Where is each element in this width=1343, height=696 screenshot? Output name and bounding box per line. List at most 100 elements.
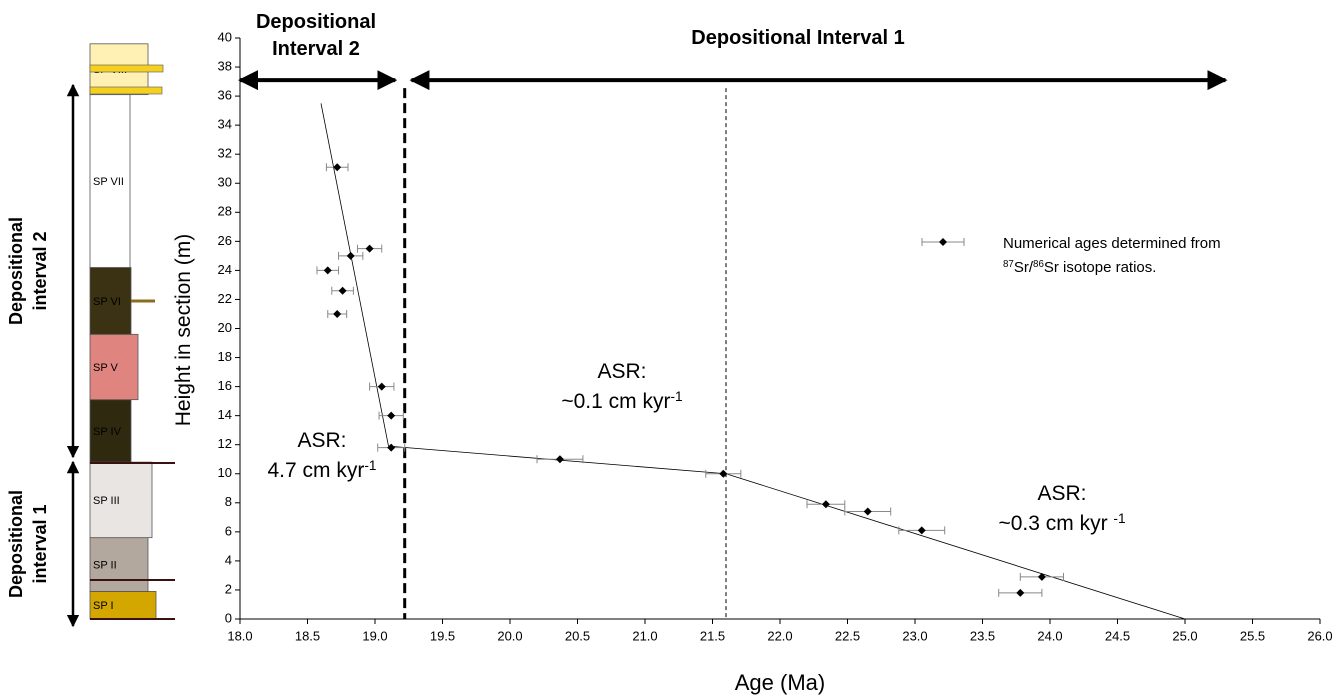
data-point (821, 500, 830, 509)
annotation: ASR: (297, 429, 346, 452)
column-interval-label: Depositional interval 2 (6, 217, 50, 325)
annotation-part: -1 (670, 389, 682, 404)
column-interval-line: Depositional (6, 490, 26, 598)
annotation-part: ASR: (1037, 482, 1086, 505)
y-tick-label: 30 (218, 175, 232, 190)
x-tick-label: 23.0 (902, 628, 927, 643)
column-label: SP I (93, 600, 114, 612)
x-tick-label: 21.5 (700, 628, 725, 643)
annotation: ASR: (597, 360, 646, 383)
column-label: SP VI (93, 296, 121, 308)
y-tick-label: 22 (218, 291, 232, 306)
y-tick-label: 20 (218, 320, 232, 335)
data-point (863, 507, 872, 516)
x-tick-label: 25.5 (1240, 628, 1265, 643)
y-tick-label: 38 (218, 58, 232, 73)
y-tick-label: 12 (218, 436, 232, 451)
interval-title: Depositional (256, 11, 376, 33)
data-point (387, 411, 396, 420)
column-label: SP II (93, 560, 117, 572)
data-point (1037, 572, 1046, 581)
y-tick-label: 6 (225, 523, 232, 538)
y-tick-label: 10 (218, 465, 232, 480)
column-band (89, 64, 164, 73)
legend-text: Numerical ages determined from (1003, 235, 1221, 252)
column-unit (89, 461, 153, 539)
x-tick-label: 19.5 (430, 628, 455, 643)
data-point (1016, 588, 1025, 597)
legend-text-part: 86 (1033, 259, 1044, 270)
x-tick-label: 24.5 (1105, 628, 1130, 643)
trend-line (320, 103, 1186, 620)
x-axis-label: Age (Ma) (735, 670, 825, 695)
y-tick-label: 16 (218, 378, 232, 393)
y-tick-label: 26 (218, 233, 232, 248)
y-tick-label: 28 (218, 204, 232, 219)
column-interval-line: interval 1 (30, 504, 50, 583)
column-band (89, 86, 163, 95)
data-point (387, 443, 396, 452)
y-tick-label: 4 (225, 552, 232, 567)
column-label: SP VII (93, 176, 124, 188)
y-tick-label: 0 (225, 610, 232, 625)
legend-text-part: 87 (1003, 259, 1014, 270)
column-label: SP III (93, 495, 120, 507)
annotation-part: -1 (364, 458, 376, 473)
x-tick-label: 18.0 (227, 628, 252, 643)
x-tick-label: 21.0 (632, 628, 657, 643)
x-tick-label: 24.0 (1037, 628, 1062, 643)
column-unit (89, 267, 132, 335)
column-interval-line: interval 2 (30, 231, 50, 310)
y-axis-label: Height in section (m) (172, 234, 195, 427)
column-unit (89, 94, 131, 268)
legend-marker (939, 238, 947, 246)
annotation-part: ASR: (297, 429, 346, 452)
data-point (377, 382, 386, 391)
x-tick-label: 23.5 (970, 628, 995, 643)
data-point (323, 266, 332, 275)
y-tick-label: 36 (218, 88, 232, 103)
annotation-part: ~0.3 cm kyr (998, 512, 1113, 535)
column-interval-line: Depositional (6, 217, 26, 325)
column-unit (89, 537, 149, 592)
annotation: ~0.1 cm kyr-1 (561, 389, 682, 414)
annotation-part: ASR: (597, 360, 646, 383)
annotation: ASR: (1037, 482, 1086, 505)
data-point (365, 244, 374, 253)
legend-text-part: Numerical ages determined from (1003, 235, 1221, 252)
y-tick-label: 14 (218, 407, 232, 422)
y-tick-label: 34 (218, 117, 232, 132)
x-tick-label: 22.0 (767, 628, 792, 643)
annotation-part: 4.7 cm kyr (268, 459, 365, 482)
annotation: ~0.3 cm kyr -1 (998, 511, 1125, 536)
column-label: SP IV (93, 426, 122, 438)
y-tick-label: 18 (218, 349, 232, 364)
x-tick-label: 19.0 (362, 628, 387, 643)
data-point (346, 251, 355, 260)
x-tick-label: 18.5 (295, 628, 320, 643)
x-tick-label: 20.5 (565, 628, 590, 643)
y-tick-label: 2 (225, 581, 232, 596)
data-point (333, 309, 342, 318)
x-tick-label: 26.0 (1307, 628, 1332, 643)
annotation: 4.7 cm kyr-1 (268, 458, 377, 483)
data-point (555, 455, 564, 464)
column-unit (89, 399, 132, 463)
column-label: SP V (93, 362, 119, 374)
x-tick-label: 22.5 (835, 628, 860, 643)
data-point (333, 163, 342, 172)
interval-title: Interval 2 (272, 38, 360, 60)
column-interval-label: Depositional interval 1 (6, 490, 50, 598)
interval-title: Depositional Interval 1 (691, 27, 904, 49)
annotation-part: -1 (1113, 511, 1125, 526)
legend-text: 87Sr/86Sr isotope ratios. (1003, 259, 1156, 277)
data-point (719, 469, 728, 478)
x-tick-label: 20.0 (497, 628, 522, 643)
y-tick-label: 24 (218, 262, 232, 277)
column-unit (89, 333, 139, 401)
data-point (917, 526, 926, 535)
y-tick-label: 32 (218, 146, 232, 161)
legend-text-part: Sr/ (1014, 259, 1034, 276)
x-tick-label: 25.0 (1172, 628, 1197, 643)
